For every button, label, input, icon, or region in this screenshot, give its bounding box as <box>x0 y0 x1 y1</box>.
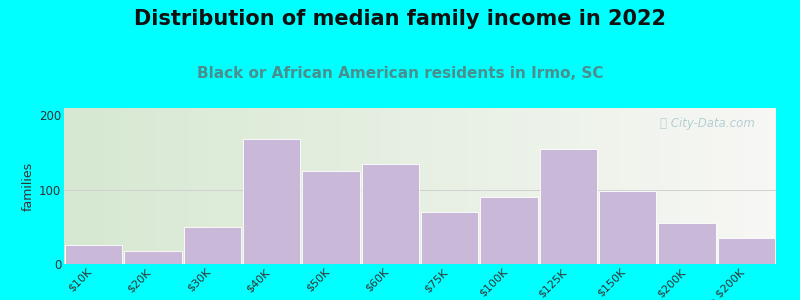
Bar <box>599 191 657 264</box>
Bar <box>302 171 360 264</box>
Bar <box>183 227 241 264</box>
Bar <box>65 245 122 264</box>
Bar <box>124 250 182 264</box>
Bar <box>243 139 301 264</box>
Text: Distribution of median family income in 2022: Distribution of median family income in … <box>134 9 666 29</box>
Y-axis label: families: families <box>22 161 35 211</box>
Text: Black or African American residents in Irmo, SC: Black or African American residents in I… <box>197 66 603 81</box>
Bar <box>480 197 538 264</box>
Bar <box>539 149 597 264</box>
Bar <box>658 223 716 264</box>
Bar <box>362 164 419 264</box>
Bar <box>718 238 775 264</box>
Bar <box>421 212 478 264</box>
Text: ⭘ City-Data.com: ⭘ City-Data.com <box>660 117 754 130</box>
